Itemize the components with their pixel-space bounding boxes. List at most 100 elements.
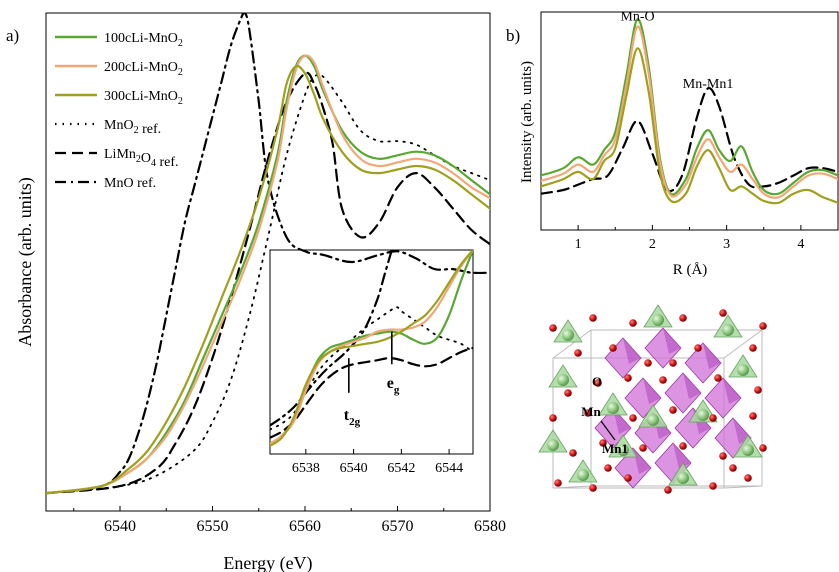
panel-a-legend: 100cLi-MnO2 200cLi-MnO2 300cLi-MnO2 MnO2 re… xyxy=(55,31,183,191)
panel-a-x-tick-label: 6560 xyxy=(289,518,321,535)
unit-cell-edge xyxy=(552,485,592,489)
li-atom xyxy=(652,314,664,326)
crystal-structure: O Mn Mn1 xyxy=(538,304,767,494)
oxygen-atom xyxy=(609,344,617,352)
li-atom xyxy=(547,439,559,451)
panel-a-series-line xyxy=(46,73,490,495)
li-atom xyxy=(607,402,619,414)
panel-b-series-line xyxy=(541,47,838,205)
oxygen-atom xyxy=(624,374,632,382)
inset-frame xyxy=(269,249,474,455)
panel-b-series-line xyxy=(541,18,838,196)
mn-octahedron-face xyxy=(703,343,721,369)
inset-x-ticks: 6538 6540 6542 6544 xyxy=(292,449,463,476)
panel-a-y-label: Absorbance (arb. units) xyxy=(15,177,36,346)
panel-b-x-label: R (Å) xyxy=(673,262,708,278)
panel-a-series-line xyxy=(46,54,490,495)
oxygen-atom xyxy=(744,474,752,482)
panel-b-x-tick-label: 3 xyxy=(723,237,730,252)
li-atom xyxy=(677,472,689,484)
legend-label: 300cLi-MnO2 xyxy=(104,89,183,107)
oxygen-atom xyxy=(719,452,727,460)
oxygen-atom xyxy=(599,439,607,447)
legend-label: MnO2 ref. xyxy=(104,118,161,137)
panel-a-x-tick-label: 6570 xyxy=(382,518,414,535)
legend-label: 200cLi-MnO2 xyxy=(104,60,183,78)
panel-a-x-label: Energy (eV) xyxy=(223,553,312,572)
oxygen-atom xyxy=(669,406,677,414)
oxygen-atom xyxy=(729,464,737,472)
li-atom xyxy=(697,409,709,421)
li-atom xyxy=(577,469,589,481)
oxygen-atom xyxy=(754,386,762,394)
legend-label: 100cLi-MnO2 xyxy=(104,31,183,49)
oxygen-atom xyxy=(669,359,677,367)
oxygen-atom xyxy=(759,322,767,330)
panel-a-x-tick-label: 6580 xyxy=(474,518,506,535)
oxygen-atom xyxy=(584,409,592,417)
inset-series-line xyxy=(270,250,473,447)
panel-a-x-tick-label: 6550 xyxy=(197,518,229,535)
crystal-label-o: O xyxy=(592,374,602,389)
panel-b-x-tick-label: 4 xyxy=(797,237,804,252)
panel-b-y-label: Intensity (arb. units) xyxy=(519,61,535,183)
panel-a-series-line xyxy=(46,13,490,495)
oxygen-atom xyxy=(569,449,577,457)
oxygen-atom xyxy=(679,314,687,322)
unit-cell-edge xyxy=(723,485,763,489)
inset-series xyxy=(270,250,473,447)
mn-octahedron-face xyxy=(623,338,641,364)
oxygen-atom xyxy=(719,309,727,317)
unit-cell-edge xyxy=(723,329,763,359)
unit-cell-edge xyxy=(552,329,592,359)
panel-a-series xyxy=(46,13,490,495)
oxygen-atom xyxy=(604,464,612,472)
panel-a-label: a) xyxy=(6,26,19,45)
inset-series-line xyxy=(270,250,473,445)
panel-a-series-line xyxy=(46,71,490,495)
panel-b-annotation: Mn-O xyxy=(620,10,654,25)
crystal-label-mn1: Mn1 xyxy=(602,441,628,456)
oxygen-atom xyxy=(554,479,562,487)
inset-series-line xyxy=(270,250,473,445)
panel-a-x-tick-label: 6540 xyxy=(104,518,136,535)
inset-x-tick-label: 6538 xyxy=(292,461,320,476)
li-atom xyxy=(562,329,574,341)
panel-b-annotations: Mn-O Mn-Mn1 xyxy=(620,10,733,92)
crystal-label-leader xyxy=(600,420,616,441)
mn-octahedron-face xyxy=(643,378,661,404)
oxygen-atom xyxy=(694,344,702,352)
oxygen-atom xyxy=(629,319,637,327)
panel-b-series-line xyxy=(541,25,838,199)
mn-octahedron-face xyxy=(663,328,681,354)
oxygen-atom xyxy=(749,412,757,420)
li-atom xyxy=(722,324,734,336)
oxygen-atom xyxy=(664,486,672,494)
panel-b-x-tick-label: 2 xyxy=(649,237,656,252)
inset-x-tick-label: 6540 xyxy=(340,461,368,476)
panel-a: a) 6540 6550 6560 6570 6580 Energy (eV) Abso… xyxy=(6,12,506,572)
xanes-inset: 6538 6540 6542 6544 t2g eg xyxy=(269,249,474,476)
oxygen-atom xyxy=(549,414,557,422)
oxygen-atom xyxy=(709,482,717,490)
panel-b-x-ticks: 1 2 3 4 xyxy=(575,225,804,252)
oxygen-atom xyxy=(624,474,632,482)
oxygen-atom xyxy=(759,444,767,452)
li-atom xyxy=(647,414,659,426)
li-atom xyxy=(737,364,749,376)
oxygen-atom xyxy=(644,359,652,367)
panel-b: b) 1 2 3 4 R (Å) Intensity (arb. units) Mn-… xyxy=(506,10,839,278)
oxygen-atom xyxy=(574,349,582,357)
inset-x-tick-label: 6542 xyxy=(387,461,415,476)
panel-a-x-ticks: 6540 6550 6560 6570 6580 xyxy=(73,506,506,535)
panel-a-series-line xyxy=(46,64,490,495)
inset-x-tick-label: 6544 xyxy=(435,461,463,476)
panel-b-frame xyxy=(540,11,839,231)
oxygen-atom xyxy=(679,442,687,450)
li-atom xyxy=(617,444,629,456)
oxygen-atom xyxy=(549,324,557,332)
inset-annotation-label: t2g xyxy=(344,407,361,428)
li-atom xyxy=(742,444,754,456)
li-atom xyxy=(557,374,569,386)
